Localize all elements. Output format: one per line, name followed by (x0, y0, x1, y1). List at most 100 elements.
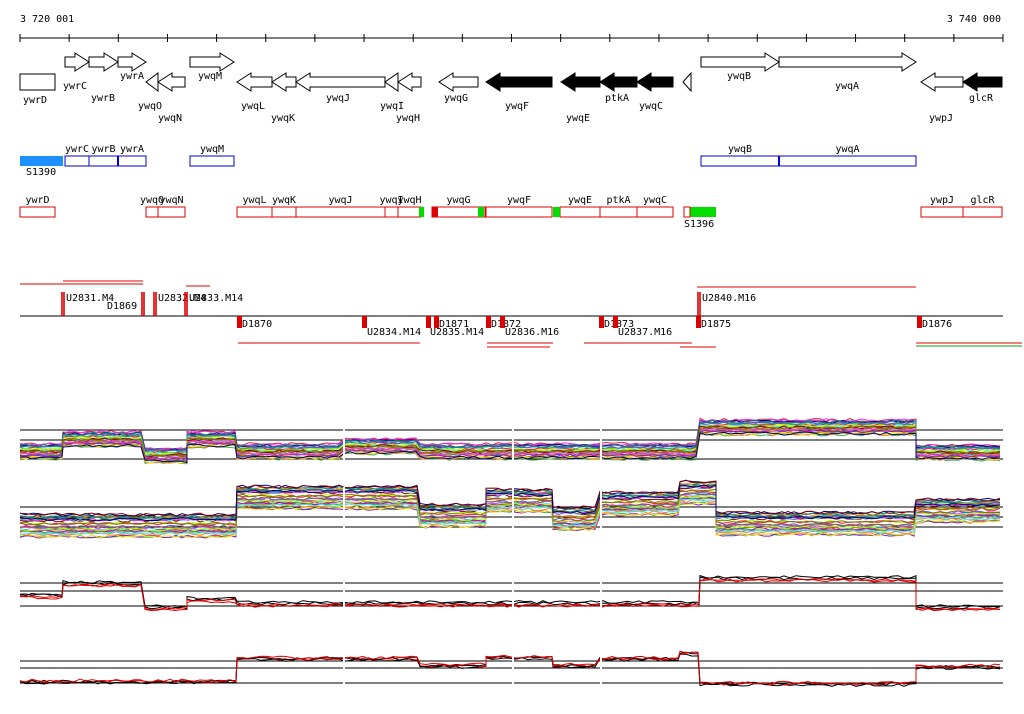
red-label: ywqH (397, 195, 421, 206)
feature-mark (613, 316, 618, 328)
feature-mark (917, 316, 922, 328)
region-label: S1396 (684, 219, 714, 230)
gene-label: ywqE (566, 113, 590, 124)
gene-arrow (157, 72, 186, 92)
gene-arrow (920, 72, 964, 92)
gene-arrow (560, 72, 601, 92)
gene-label: ywqK (271, 113, 295, 124)
red-label: ywqF (507, 195, 531, 206)
feature-label: D1872 (491, 319, 521, 330)
gene-arrow (682, 71, 692, 93)
red-box (599, 206, 638, 218)
red-box (920, 206, 964, 218)
feature-label: D1870 (242, 319, 272, 330)
red-label: glcR (970, 195, 995, 206)
gene-label: ptkA (605, 93, 629, 104)
red-fill (432, 207, 438, 217)
gene-label: ywqN (158, 113, 182, 124)
feature-label: U2831.M4 (66, 293, 114, 304)
blue-label: ywrB (91, 144, 115, 155)
blue-box (700, 155, 780, 167)
gene-arrow (397, 72, 422, 92)
green-box (553, 207, 560, 217)
green-box (478, 207, 484, 217)
blue-label: ywqB (728, 144, 752, 155)
gene-label: ywrA (120, 71, 144, 82)
gene-label: ywqO (138, 101, 162, 112)
red-label: ywqL (242, 195, 266, 206)
gene-arrow (189, 52, 235, 72)
gene-label: ywqA (835, 81, 859, 92)
red-label: ywqO (140, 195, 164, 206)
gene-label: ywrB (91, 93, 115, 104)
gene-arrow (700, 52, 780, 72)
gene-label: ywrC (63, 81, 87, 92)
region-box (20, 156, 63, 166)
feature-mark (184, 292, 188, 316)
red-box (559, 206, 601, 218)
blue-box (189, 155, 235, 167)
red-label: ywpJ (930, 195, 954, 206)
gene-arrow (236, 72, 273, 92)
feature-label: D1873 (604, 319, 634, 330)
expression-line (19, 421, 1001, 453)
red-box (384, 206, 399, 218)
red-box (962, 206, 1003, 218)
red-box (431, 206, 486, 218)
red-box (295, 206, 386, 218)
red-label: ywqJ (328, 195, 352, 206)
expression-line (19, 431, 1001, 464)
gene-box (19, 73, 56, 91)
feature-label: U2832.M4 (158, 293, 206, 304)
feature-mark (362, 316, 367, 328)
gene-arrow (64, 52, 90, 72)
feature-label: D1869 (107, 301, 137, 312)
feature-mark (434, 316, 439, 328)
feature-mark (486, 316, 491, 328)
red-label: ywqK (272, 195, 296, 206)
feature-label: D1876 (922, 319, 952, 330)
blue-box (117, 155, 147, 167)
gene-label: ywqC (639, 101, 663, 112)
feature-label: U2834.M14 (367, 327, 421, 338)
red-label: ywqC (643, 195, 667, 206)
feature-label: U2835.M14 (430, 327, 484, 338)
gene-label: ywpJ (929, 113, 953, 124)
gene-arrow (438, 72, 479, 92)
gene-arrow (295, 72, 386, 92)
gene-label: ywqF (505, 101, 529, 112)
feature-mark (500, 316, 505, 328)
expression-line (19, 427, 1001, 460)
gene-arrow (485, 72, 553, 92)
ruler-end: 3 740 000 (947, 14, 1001, 25)
feature-mark (599, 316, 604, 328)
gene-label: ywrD (23, 95, 47, 106)
feature-label: U2840.M16 (702, 293, 756, 304)
gene-arrow (145, 72, 159, 92)
expression-line (19, 425, 1001, 458)
feature-mark (153, 292, 157, 316)
green-box (690, 207, 716, 217)
red-box (145, 206, 159, 218)
feature-mark (697, 292, 701, 316)
gene-label: ywqM (198, 71, 222, 82)
gene-label: ywqL (241, 101, 265, 112)
gene-label: ywqG (444, 93, 468, 104)
red-label: ywqE (568, 195, 592, 206)
feature-label: U2833.M14 (189, 293, 243, 304)
feature-mark (237, 316, 242, 328)
feature-mark (696, 316, 701, 328)
region-label: S1390 (26, 167, 56, 178)
gene-arrow (271, 72, 297, 92)
red-box (636, 206, 674, 218)
expression-line (19, 418, 1001, 451)
blue-label: ywrC (65, 144, 89, 155)
gene-arrow (88, 52, 119, 72)
gene-arrow (778, 52, 917, 72)
region-box (683, 206, 691, 218)
expression-line (19, 431, 1001, 464)
gene-label: ywqJ (326, 93, 350, 104)
red-box (271, 206, 297, 218)
expression-line (19, 574, 1000, 609)
